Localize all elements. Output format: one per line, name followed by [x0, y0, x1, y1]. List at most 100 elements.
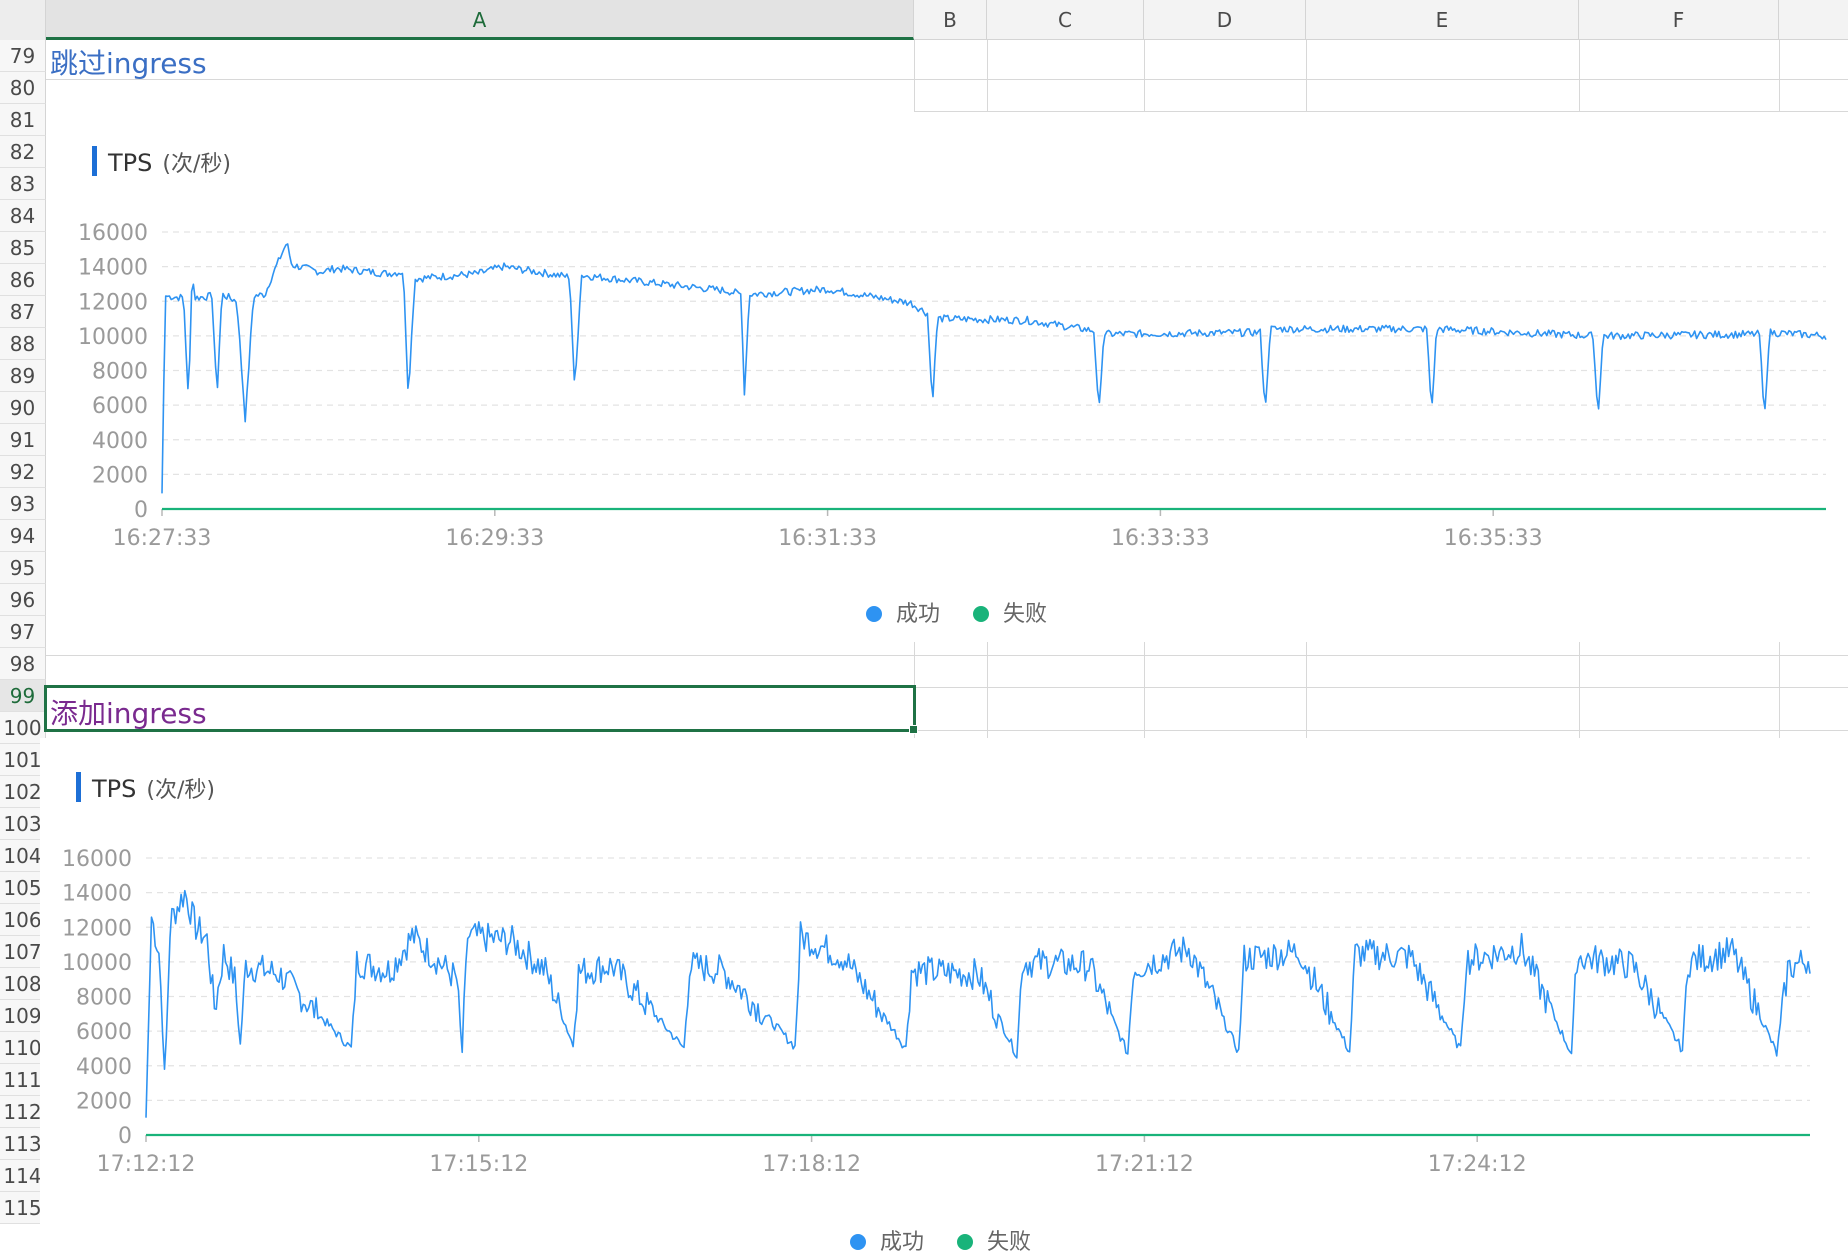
x-tick-label: 17:18:12 — [762, 1152, 861, 1177]
series-line-success — [161, 243, 1827, 494]
row-header-84[interactable]: 84 — [0, 200, 46, 232]
row-header-96[interactable]: 96 — [0, 584, 46, 616]
chart-tps-add-ingress[interactable]: TPS (次/秒) 16000 14000 12000 10000 8000 6000 400… — [40, 738, 1848, 1256]
legend-label-success: 成功 — [896, 602, 941, 627]
row-header-115[interactable]: 115 — [0, 1192, 46, 1224]
grid-line — [987, 40, 988, 111]
row-header-105[interactable]: 105 — [0, 872, 46, 904]
legend-dot-success — [866, 606, 882, 622]
select-all-corner[interactable] — [0, 0, 46, 40]
grid-line — [914, 40, 915, 111]
legend-item-failure[interactable]: 失败 — [957, 1224, 1031, 1256]
y-tick-label: 8000 — [92, 360, 148, 385]
row-header-114[interactable]: 114 — [0, 1160, 46, 1192]
column-header-row: A B C D E F — [0, 0, 1848, 40]
row-header-87[interactable]: 87 — [0, 296, 46, 328]
cell-a79[interactable]: 跳过ingress — [50, 47, 207, 80]
column-header-b[interactable]: B — [914, 0, 987, 40]
row-header-98[interactable]: 98 — [0, 648, 46, 680]
column-header-c[interactable]: C — [987, 0, 1144, 40]
column-header-d[interactable]: D — [1144, 0, 1306, 40]
x-tick-label: 17:12:12 — [97, 1152, 196, 1177]
grid-line — [1306, 40, 1307, 111]
row-header-108[interactable]: 108 — [0, 968, 46, 1000]
row-header-113[interactable]: 113 — [0, 1128, 46, 1160]
legend-dot-failure — [957, 1234, 974, 1250]
row-header-88[interactable]: 88 — [0, 328, 46, 360]
grid-line — [1779, 40, 1780, 111]
grid-line — [1579, 40, 1580, 111]
chart-title-accent — [92, 146, 97, 176]
legend-item-success[interactable]: 成功 — [850, 1224, 924, 1256]
grid-line — [914, 687, 1848, 688]
x-tick-label: 16:29:33 — [445, 526, 544, 551]
row-header-95[interactable]: 95 — [0, 552, 46, 584]
row-header-109[interactable]: 109 — [0, 1000, 46, 1032]
row-header-91[interactable]: 91 — [0, 424, 46, 456]
legend-dot-success — [850, 1234, 866, 1250]
column-header-g[interactable] — [1779, 0, 1848, 40]
grid-line — [1144, 40, 1145, 111]
chart-tps-skip-ingress[interactable]: TPS (次/秒) 16000 14000 12000 10000 8000 6000 400… — [56, 112, 1848, 642]
y-tick-label: 16000 — [62, 847, 132, 872]
column-header-f[interactable]: F — [1579, 0, 1779, 40]
x-tick-label: 16:27:33 — [113, 526, 212, 551]
y-tick-label: 14000 — [62, 882, 132, 907]
column-header-a[interactable]: A — [46, 0, 914, 40]
row-header-111[interactable]: 111 — [0, 1064, 46, 1096]
legend-item-success[interactable]: 成功 — [866, 596, 940, 628]
grid-line — [46, 655, 1848, 656]
grid-line — [1144, 640, 1145, 744]
grid-line — [1579, 640, 1580, 744]
row-header-86[interactable]: 86 — [0, 264, 46, 296]
y-tick-label: 10000 — [62, 951, 132, 976]
row-header-90[interactable]: 90 — [0, 392, 46, 424]
row-header-93[interactable]: 93 — [0, 488, 46, 520]
legend-label-failure: 失败 — [1003, 602, 1048, 627]
grid-line — [1306, 640, 1307, 744]
row-header-79[interactable]: 79 — [0, 40, 46, 72]
y-tick-label: 2000 — [92, 463, 148, 488]
row-header-100[interactable]: 100 — [0, 712, 46, 744]
chart-plot-area: 16000 14000 12000 10000 8000 6000 4000 2000 0 17:… — [62, 847, 1811, 1177]
row-header-106[interactable]: 106 — [0, 904, 46, 936]
y-tick-label: 12000 — [62, 916, 132, 941]
fill-handle[interactable] — [909, 725, 918, 734]
chart-legend: 成功 失败 — [866, 596, 1073, 628]
chart-title-text: TPS — [92, 775, 137, 803]
grid-line — [914, 111, 1848, 112]
legend-label-failure: 失败 — [987, 1230, 1032, 1255]
row-header-97[interactable]: 97 — [0, 616, 46, 648]
row-header-81[interactable]: 81 — [0, 104, 46, 136]
y-tick-label: 14000 — [78, 256, 148, 281]
row-header-83[interactable]: 83 — [0, 168, 46, 200]
row-header-102[interactable]: 102 — [0, 776, 46, 808]
row-header-89[interactable]: 89 — [0, 360, 46, 392]
row-header-112[interactable]: 112 — [0, 1096, 46, 1128]
y-tick-label: 4000 — [76, 1055, 132, 1080]
legend-item-failure[interactable]: 失败 — [973, 596, 1047, 628]
chart-unit-text: (次/秒) — [162, 152, 231, 177]
y-tick-label: 2000 — [76, 1089, 132, 1114]
row-header-85[interactable]: 85 — [0, 232, 46, 264]
row-header-110[interactable]: 110 — [0, 1032, 46, 1064]
x-tick-label: 16:33:33 — [1111, 526, 1210, 551]
row-header-82[interactable]: 82 — [0, 136, 46, 168]
grid-line — [987, 640, 988, 744]
y-tick-label: 0 — [118, 1124, 132, 1149]
row-header-92[interactable]: 92 — [0, 456, 46, 488]
chart-title-text: TPS — [108, 149, 153, 177]
row-header-99[interactable]: 99 — [0, 680, 46, 712]
y-tick-label: 8000 — [76, 986, 132, 1011]
grid-line — [46, 79, 1848, 80]
x-tick-label: 17:15:12 — [429, 1152, 528, 1177]
chart-title: TPS (次/秒) — [92, 772, 215, 804]
row-header-104[interactable]: 104 — [0, 840, 46, 872]
legend-label-success: 成功 — [880, 1230, 925, 1255]
row-header-101[interactable]: 101 — [0, 744, 46, 776]
row-header-94[interactable]: 94 — [0, 520, 46, 552]
chart-title: TPS (次/秒) — [108, 146, 231, 178]
cell-a99[interactable]: 添加ingress — [50, 697, 207, 730]
row-header-80[interactable]: 80 — [0, 72, 46, 104]
column-header-e[interactable]: E — [1306, 0, 1579, 40]
